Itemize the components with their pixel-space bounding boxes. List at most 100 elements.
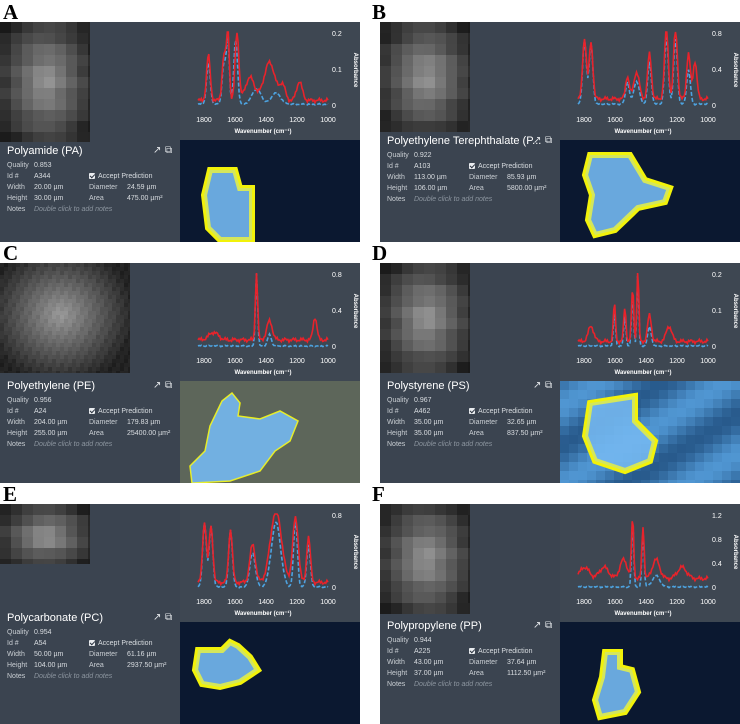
quality-value: 0.954 [34, 629, 52, 636]
particle-map-view[interactable] [560, 622, 740, 724]
notes-label: Notes [387, 196, 406, 203]
quality-label: Quality [387, 397, 409, 404]
particle-fill [204, 170, 252, 240]
expand-icon[interactable]: ⧉ [545, 135, 553, 146]
quality-label: Quality [7, 629, 29, 636]
panel-letter-f: F [372, 482, 385, 506]
y-tick-label: 0.8 [712, 31, 722, 38]
x-axis-label: Wavenumber (cm⁻¹) [615, 128, 672, 135]
width-value: 20.00 µm [34, 184, 64, 191]
open-link-icon[interactable]: ↗ [153, 612, 162, 623]
height-label: Height [387, 185, 408, 192]
quality-label: Quality [387, 637, 409, 644]
particle-thumbnail [380, 263, 470, 373]
checkbox-checked-icon[interactable] [469, 163, 475, 169]
measured-spectrum-line [577, 521, 709, 583]
x-tick-label: 1200 [289, 599, 305, 606]
accept-prediction-checkbox[interactable]: Accept Prediction [89, 408, 152, 415]
id-value: A103 [414, 163, 431, 170]
expand-icon[interactable]: ⧉ [165, 380, 173, 391]
height-value: 255.00 µm [34, 430, 68, 437]
accept-prediction-label: Accept Prediction [98, 640, 153, 647]
particle-thumbnail [380, 504, 470, 614]
polymer-name: Polycarbonate (PC) [7, 612, 103, 624]
particle-map-view[interactable] [560, 381, 740, 483]
polymer-name: Polystyrene (PS) [387, 380, 470, 392]
y-tick-label: 0 [712, 103, 716, 110]
panel-letter-e: E [3, 482, 18, 506]
checkbox-checked-icon[interactable] [469, 648, 475, 654]
particle-map-view[interactable] [180, 622, 360, 724]
particle-outline [581, 392, 659, 475]
y-axis-label: Absorbance [732, 53, 738, 88]
checkbox-checked-icon[interactable] [89, 173, 95, 179]
open-link-icon[interactable]: ↗ [533, 620, 542, 631]
particle-fill [195, 642, 258, 687]
particle-map-view[interactable] [180, 140, 360, 242]
open-link-icon[interactable]: ↗ [153, 145, 162, 156]
diameter-label: Diameter [469, 174, 498, 181]
notes-value[interactable]: Double click to add notes [414, 681, 493, 688]
x-tick-label: 1200 [669, 599, 685, 606]
expand-icon[interactable]: ⧉ [545, 380, 553, 391]
y-tick-label: 0.4 [332, 308, 342, 315]
notes-value[interactable]: Double click to add notes [414, 441, 493, 448]
open-link-icon[interactable]: ↗ [533, 380, 542, 391]
accept-prediction-checkbox[interactable]: Accept Prediction [469, 163, 532, 170]
accept-prediction-label: Accept Prediction [98, 173, 153, 180]
quality-label: Quality [387, 152, 409, 159]
particle-outline [189, 391, 299, 483]
x-tick-label: 1600 [227, 599, 243, 606]
particle-map-view[interactable] [180, 381, 360, 483]
checkbox-checked-icon[interactable] [89, 640, 95, 646]
info-row: Height 30.00 µm Area 475.00 µm² [7, 195, 163, 202]
notes-value[interactable]: Double click to add notes [414, 196, 493, 203]
diameter-value: 179.83 µm [127, 419, 161, 426]
height-value: 30.00 µm [34, 195, 64, 202]
y-tick-label: 0.2 [332, 31, 342, 38]
particle-thumbnail [0, 263, 130, 373]
area-value: 837.50 µm² [507, 430, 543, 437]
panel-letter-d: D [372, 241, 388, 265]
checkbox-checked-icon[interactable] [469, 408, 475, 414]
reference-spectrum-line [197, 273, 329, 348]
info-row: Id # A103 Accept Prediction [387, 163, 532, 170]
id-value: A462 [414, 408, 431, 415]
accept-prediction-checkbox[interactable]: Accept Prediction [89, 640, 152, 647]
notes-value[interactable]: Double click to add notes [34, 673, 113, 680]
y-tick-label: 1.2 [712, 513, 722, 520]
accept-prediction-checkbox[interactable]: Accept Prediction [469, 648, 532, 655]
x-tick-label: 1000 [700, 599, 716, 606]
notes-value[interactable]: Double click to add notes [34, 441, 113, 448]
y-tick-label: 0.1 [332, 67, 342, 74]
x-tick-label: 1600 [607, 599, 623, 606]
open-link-icon[interactable]: ↗ [153, 380, 162, 391]
particle-outline [591, 649, 642, 721]
diameter-label: Diameter [89, 184, 118, 191]
checkbox-checked-icon[interactable] [89, 408, 95, 414]
info-row: Width 20.00 µm Diameter 24.59 µm [7, 184, 156, 191]
info-row: Id # A462 Accept Prediction [387, 408, 532, 415]
open-link-icon[interactable]: ↗ [533, 135, 542, 146]
info-row: Id # A54 Accept Prediction [7, 640, 152, 647]
particle-map-view[interactable] [560, 140, 740, 242]
area-value: 5800.00 µm² [507, 185, 547, 192]
notes-label: Notes [7, 206, 26, 213]
notes-value[interactable]: Double click to add notes [34, 206, 113, 213]
expand-icon[interactable]: ⧉ [545, 620, 553, 631]
diameter-value: 37.64 µm [507, 659, 537, 666]
accept-prediction-checkbox[interactable]: Accept Prediction [469, 408, 532, 415]
area-value: 25400.00 µm² [127, 430, 171, 437]
measured-spectrum-line [197, 31, 329, 105]
x-tick-label: 1200 [669, 358, 685, 365]
info-row: Notes Double click to add notes [7, 206, 113, 213]
y-tick-label: 0.4 [712, 67, 722, 74]
expand-icon[interactable]: ⧉ [165, 612, 173, 623]
expand-icon[interactable]: ⧉ [165, 145, 173, 156]
id-label: Id # [387, 163, 399, 170]
y-axis-label: Absorbance [732, 535, 738, 570]
reference-spectrum-line [577, 276, 709, 348]
accept-prediction-checkbox[interactable]: Accept Prediction [89, 173, 152, 180]
width-value: 50.00 µm [34, 651, 64, 658]
width-value: 113.00 µm [414, 174, 447, 181]
